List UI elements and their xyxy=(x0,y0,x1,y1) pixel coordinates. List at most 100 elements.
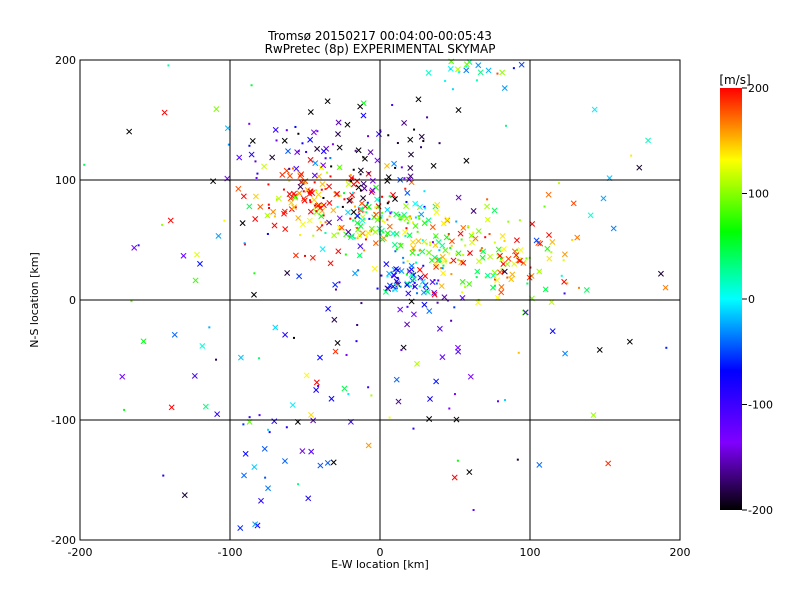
grid-lines xyxy=(80,60,680,540)
y-tick-label: 0 xyxy=(69,294,76,307)
data-point-dot xyxy=(329,175,332,178)
data-point-cross xyxy=(248,151,255,158)
data-point-dot xyxy=(161,223,164,226)
data-point-dot xyxy=(339,194,342,197)
data-point-dot xyxy=(343,198,346,201)
y-axis-ticks: -200 -100 0 100 200 xyxy=(51,54,76,547)
data-point-dot xyxy=(380,274,383,277)
data-point-dot xyxy=(424,207,427,210)
data-point-dot xyxy=(83,163,86,166)
data-point-dot xyxy=(518,219,521,222)
data-point-cross xyxy=(386,270,393,277)
colorbar-tick-label: 200 xyxy=(748,82,769,95)
data-point-cross xyxy=(308,411,315,418)
data-point-cross xyxy=(369,187,376,194)
data-point-dot xyxy=(390,211,393,214)
data-point-dot xyxy=(383,221,386,224)
data-point-cross xyxy=(126,128,133,135)
data-point-dot xyxy=(558,182,561,185)
data-point-cross xyxy=(600,195,607,202)
chart-subtitle: RwPretec (8p) EXPERIMENTAL SKYMAP xyxy=(265,42,496,56)
data-point-dot xyxy=(464,286,467,289)
data-point-cross xyxy=(549,328,556,335)
data-point-cross xyxy=(375,214,382,221)
data-point-cross xyxy=(513,252,520,259)
colorbar-ticks: 200 100 0 -100 -200 xyxy=(742,82,773,517)
data-point-dot xyxy=(322,214,325,217)
data-point-cross xyxy=(419,278,426,285)
data-point-dot xyxy=(370,394,373,397)
data-point-cross xyxy=(393,278,400,285)
data-point-cross xyxy=(386,282,393,289)
data-point-cross xyxy=(338,224,345,231)
data-point-cross xyxy=(313,387,320,393)
data-point-dot xyxy=(223,219,226,222)
data-point-cross xyxy=(326,183,333,190)
data-point-cross xyxy=(373,184,380,191)
data-point-cross xyxy=(412,200,419,207)
data-point-dot xyxy=(316,130,319,133)
data-point-cross xyxy=(480,248,487,255)
data-point-cross xyxy=(320,148,327,155)
data-point-dot xyxy=(243,243,246,246)
data-point-cross xyxy=(367,149,374,156)
data-point-cross xyxy=(313,379,320,386)
data-point-dot xyxy=(388,215,391,218)
data-point-cross xyxy=(213,106,220,113)
data-point-cross xyxy=(261,163,268,170)
data-point-dot xyxy=(365,236,368,239)
data-point-cross xyxy=(501,268,508,275)
data-point-dot xyxy=(500,257,503,260)
data-point-cross xyxy=(404,280,411,287)
data-point-cross xyxy=(408,271,415,278)
data-point-dot xyxy=(429,241,432,244)
data-point-dot xyxy=(403,177,406,180)
data-point-dot xyxy=(363,249,366,252)
data-point-cross xyxy=(297,183,304,190)
data-point-cross xyxy=(408,262,415,269)
data-point-cross xyxy=(181,492,188,499)
data-point-cross xyxy=(282,331,289,338)
data-point-dot xyxy=(354,205,357,208)
data-point-cross xyxy=(359,217,366,224)
data-point-cross xyxy=(318,213,325,220)
data-point-dot xyxy=(352,168,355,171)
data-point-dot xyxy=(450,319,453,322)
data-point-cross xyxy=(307,156,314,163)
data-point-cross xyxy=(265,485,272,492)
data-point-dot xyxy=(267,183,270,186)
data-point-dot xyxy=(321,224,324,227)
data-point-cross xyxy=(241,472,247,479)
colorbar-label: [m/s] xyxy=(719,73,750,87)
data-point-cross xyxy=(335,131,341,138)
data-point-dot xyxy=(267,428,270,431)
data-point-dot xyxy=(421,239,424,242)
data-point-dot xyxy=(349,217,352,220)
data-point-cross xyxy=(180,252,187,259)
data-point-dot xyxy=(299,234,302,237)
data-point-dot xyxy=(453,306,456,309)
data-point-cross xyxy=(371,214,378,221)
data-point-dot xyxy=(345,353,348,356)
data-point-cross xyxy=(393,376,400,383)
data-point-dot xyxy=(436,301,439,304)
data-point-dot xyxy=(516,458,519,461)
data-point-dot xyxy=(331,143,334,146)
data-point-cross xyxy=(425,217,432,224)
data-point-dot xyxy=(369,230,372,233)
data-point-cross xyxy=(336,164,343,171)
data-point-dot xyxy=(448,407,451,410)
colorbar-tick-label: -100 xyxy=(748,399,773,412)
data-point-cross xyxy=(474,268,481,275)
data-point-cross xyxy=(390,271,397,278)
data-point-dot xyxy=(358,208,361,211)
data-point-dot xyxy=(302,182,305,185)
data-point-dot xyxy=(334,288,337,291)
data-point-cross xyxy=(330,207,337,214)
data-point-dot xyxy=(356,237,359,240)
data-point-dot xyxy=(457,258,460,261)
data-point-dot xyxy=(566,282,569,285)
data-point-cross xyxy=(455,344,461,351)
data-point-cross xyxy=(324,98,331,105)
data-point-dot xyxy=(418,217,421,220)
